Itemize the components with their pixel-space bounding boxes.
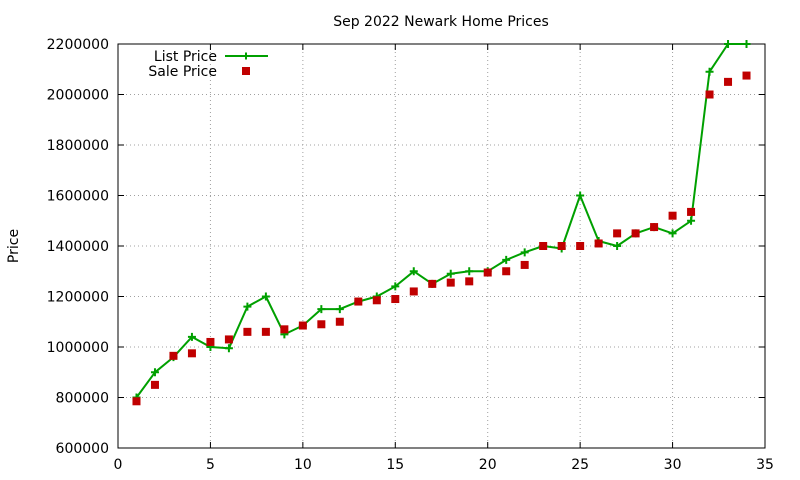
sale-price-point	[502, 267, 511, 276]
sale-price-point	[705, 90, 714, 99]
sale-price-point	[150, 380, 159, 389]
sale-price-point	[539, 242, 548, 250]
list-price-point	[446, 269, 455, 278]
sale-price-point	[354, 297, 363, 306]
legend-marker-sale-price	[242, 67, 250, 75]
sale-price-point	[372, 296, 381, 305]
x-tick-label: 5	[206, 457, 215, 473]
sale-price-point	[132, 397, 141, 406]
sale-price-point	[631, 229, 640, 238]
list-price-point	[150, 368, 159, 377]
sale-price-point	[391, 295, 400, 304]
y-tick-label: 1400000	[47, 239, 109, 255]
sale-price-point	[261, 327, 270, 336]
sale-price-point	[428, 279, 437, 288]
legend-marker-list-price	[242, 52, 250, 60]
sale-price-point	[409, 287, 418, 296]
sale-price-point	[668, 211, 677, 220]
axis-ticks	[117, 43, 766, 449]
x-tick-label: 35	[756, 457, 774, 473]
list-price-point	[391, 282, 400, 291]
plot-border	[117, 43, 766, 449]
y-tick-label: 1200000	[47, 290, 109, 306]
tick-labels: 0 5 10 15 20 25 30 35 600000 800000 1000000 1200000…	[47, 37, 774, 473]
sale-price-point	[280, 325, 289, 334]
x-tick-label: 25	[571, 457, 589, 473]
y-tick-label: 2000000	[47, 88, 109, 104]
sale-price-point	[169, 351, 178, 360]
x-tick-label: 15	[386, 457, 404, 473]
sale-price-point	[613, 229, 622, 238]
sale-price-point	[594, 239, 603, 248]
x-tick-label: 20	[479, 457, 497, 473]
x-tick-label: 0	[114, 457, 123, 473]
list-price-point	[687, 216, 696, 225]
sale-price-point	[243, 327, 252, 336]
sale-price-point	[224, 335, 233, 344]
list-price-point	[613, 242, 622, 250]
sale-price-point	[335, 317, 344, 326]
sale-price-point	[465, 277, 474, 286]
x-tick-label: 10	[294, 457, 312, 473]
sale-price-point	[576, 242, 585, 250]
y-tick-label: 800000	[56, 391, 109, 407]
list-price-point	[502, 255, 511, 264]
sale-price-point	[187, 349, 196, 358]
list-price-point	[705, 67, 714, 76]
sale-price-point	[298, 321, 307, 330]
y-tick-label: 600000	[56, 441, 109, 457]
y-axis-label: Price	[6, 229, 22, 263]
y-tick-label: 1000000	[47, 340, 109, 356]
y-tick-label: 1600000	[47, 189, 109, 205]
list-price-point	[576, 191, 585, 200]
list-price-point	[243, 302, 252, 311]
list-price-point	[317, 305, 326, 314]
grid	[118, 44, 765, 448]
sale-price-point	[724, 77, 733, 86]
sale-price-point	[687, 207, 696, 216]
list-price-point	[335, 305, 344, 314]
chart-title: Sep 2022 Newark Home Prices	[333, 14, 549, 30]
sale-price-point	[557, 242, 566, 250]
list-price-line	[135, 43, 747, 399]
legend-label-list-price: List Price	[154, 49, 217, 65]
list-price-point	[520, 248, 529, 257]
series-layer	[132, 40, 751, 406]
sale-price-point	[483, 268, 492, 277]
list-price-point	[261, 292, 270, 301]
list-price-point	[187, 332, 196, 341]
sale-price-point	[446, 278, 455, 287]
list-price-point	[409, 267, 418, 276]
legend-label-sale-price: Sale Price	[148, 64, 217, 80]
list-price-point	[465, 267, 474, 276]
y-tick-label: 1800000	[47, 138, 109, 154]
list-price-point	[668, 229, 677, 238]
sale-price-point	[206, 337, 215, 346]
sale-price-point	[317, 320, 326, 329]
sale-price-point	[520, 260, 529, 269]
sale-price-point	[650, 223, 659, 232]
legend: List Price Sale Price	[148, 49, 268, 80]
list-price-point	[224, 344, 233, 353]
list-price-point	[724, 40, 733, 48]
list-price-point	[742, 40, 751, 48]
sale-price-point	[742, 71, 751, 80]
x-tick-label: 30	[664, 457, 682, 473]
y-tick-label: 2200000	[47, 37, 109, 53]
